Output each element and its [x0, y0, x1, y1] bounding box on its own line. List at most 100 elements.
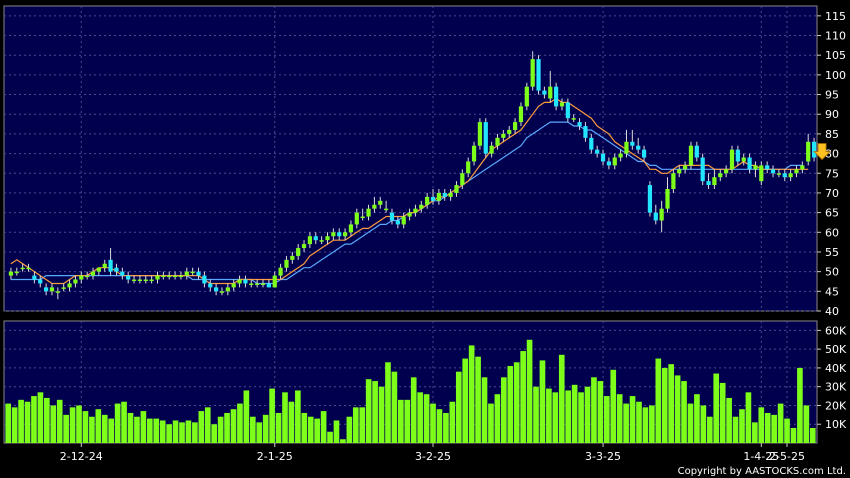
down-arrow-marker — [813, 143, 832, 161]
candle — [219, 287, 225, 296]
candle — [102, 259, 107, 272]
candle-body — [108, 259, 113, 272]
volume-bar — [713, 373, 720, 443]
candle-body — [143, 279, 148, 282]
volume-bar — [410, 377, 417, 443]
candle — [729, 145, 735, 174]
candle-body — [249, 283, 254, 285]
volume-bar — [623, 403, 629, 443]
volume-bar — [603, 396, 610, 443]
price-panel: 40 45 50 55 60 65 70 75 80 85 90 95 100 105 110 115 — [3, 5, 846, 318]
candle — [149, 275, 154, 284]
volume-bar — [288, 401, 295, 443]
x-axis: 2-12-24 2-1-25 3-2-25 3-3-25 1-4-252-5-25 — [60, 443, 805, 463]
candle — [811, 137, 817, 162]
volume-bar — [655, 358, 662, 443]
candle — [384, 200, 389, 213]
candle-body — [682, 165, 688, 170]
volume-tick-label: 30K — [825, 381, 847, 394]
candle — [806, 133, 811, 166]
volume-bar — [89, 416, 95, 443]
candle-body — [354, 212, 359, 225]
volume-bar — [172, 420, 179, 443]
volume-bar — [546, 388, 552, 443]
candle-body — [782, 173, 787, 178]
candle — [120, 267, 125, 280]
candle — [495, 133, 500, 150]
candle — [395, 216, 400, 229]
candle-body — [73, 279, 78, 284]
volume-bar — [636, 401, 642, 443]
volume-bar — [790, 427, 797, 443]
candle — [73, 275, 78, 288]
candle-body — [131, 279, 137, 282]
candle — [38, 275, 43, 288]
volume-bar — [462, 358, 469, 443]
candle — [55, 287, 60, 300]
candle-body — [442, 192, 447, 197]
volume-axis: 10K 20K 30K 40K 50K 60K — [817, 324, 847, 431]
candle-body — [43, 287, 49, 292]
volume-bar — [526, 339, 533, 443]
candle-body — [565, 102, 570, 119]
candle — [325, 232, 330, 245]
candle-body — [196, 271, 201, 276]
volume-bar — [571, 384, 578, 443]
volume-bar — [385, 362, 391, 443]
candle — [301, 240, 307, 252]
candle-body — [366, 208, 371, 217]
candle-body — [225, 287, 230, 292]
candle-body — [8, 271, 14, 276]
volume-bar — [320, 411, 327, 443]
copyright-text: Copyright by AASTOCKS.com Ltd. — [678, 466, 846, 477]
volume-bar — [578, 392, 584, 443]
volume-bar — [295, 390, 301, 443]
candle — [530, 51, 535, 91]
volume-bar — [475, 356, 481, 443]
candle-body — [430, 196, 436, 201]
volume-bar — [797, 367, 803, 443]
volume-bar — [674, 375, 681, 443]
volume-bar — [700, 405, 707, 443]
candle-body — [348, 224, 354, 233]
candle — [190, 267, 195, 276]
candle — [512, 118, 518, 134]
candle — [307, 232, 313, 249]
volume-bar — [649, 405, 655, 443]
price-tick-label: 110 — [825, 30, 846, 43]
candle-body — [624, 141, 629, 154]
candle — [548, 70, 553, 103]
candle — [454, 181, 459, 197]
volume-bar — [185, 420, 192, 443]
candle-body — [647, 185, 653, 213]
volume-bar — [552, 392, 559, 443]
candle — [143, 275, 148, 284]
volume-tick-label: 20K — [825, 399, 847, 412]
candle-body — [167, 275, 172, 278]
candle — [407, 208, 412, 221]
candle — [214, 283, 219, 296]
candle — [43, 283, 49, 296]
price-tick-label: 40 — [825, 305, 839, 318]
volume-bar — [159, 420, 166, 443]
candle — [589, 133, 594, 154]
volume-bar — [597, 381, 604, 443]
volume-bar — [417, 392, 423, 443]
candle-body — [436, 192, 441, 201]
x-tick-label: 2-12-24 — [60, 450, 103, 463]
volume-bar — [340, 439, 346, 443]
candle-body — [32, 275, 37, 280]
candle — [747, 153, 752, 174]
candle — [85, 271, 90, 280]
candle — [507, 126, 512, 138]
volume-bar — [539, 360, 546, 443]
volume-bar — [275, 412, 282, 443]
candle — [260, 279, 266, 288]
volume-bar — [31, 396, 37, 443]
volume-bar — [391, 371, 398, 443]
candle-body — [788, 173, 793, 178]
price-plot-area — [3, 5, 818, 312]
volume-bar — [803, 405, 810, 443]
candle — [319, 236, 324, 245]
candle — [800, 161, 805, 174]
